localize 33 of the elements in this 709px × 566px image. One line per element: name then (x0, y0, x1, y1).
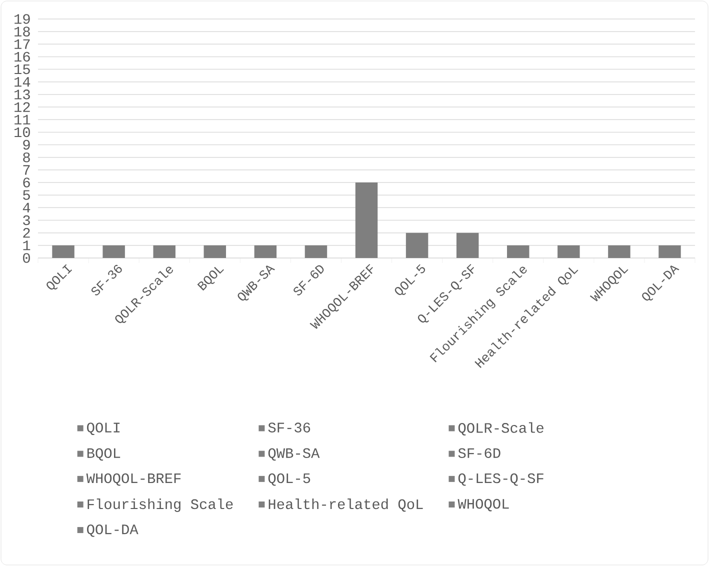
y-tick-label: 7 (23, 165, 30, 175)
y-tick-label: 9 (23, 140, 30, 150)
legend-label: WHOQOL-BREF (86, 473, 181, 486)
y-tick-label: 11 (14, 114, 30, 124)
legend-label: QOL-DA (87, 524, 138, 537)
y-tick-label: 17 (14, 39, 30, 49)
y-tick-label: 19 (14, 14, 30, 24)
y-tick-label: 14 (14, 77, 30, 87)
y-tick-label: 12 (14, 102, 30, 112)
legend-label: QOLI (87, 422, 120, 436)
legend-label: SF-6D (458, 448, 500, 458)
legend-label: BQOL (87, 448, 120, 461)
y-tick-label: 1 (23, 240, 30, 250)
y-tick-label: 8 (23, 152, 30, 162)
y-tick-label: 2 (23, 228, 30, 238)
y-tick-label: 13 (14, 90, 30, 100)
legend-label: Q-LES-Q-SF (458, 473, 544, 486)
legend-label: WHOQOL (458, 498, 509, 512)
legend-label: SF-36 (268, 422, 310, 432)
y-tick-label: 3 (23, 215, 30, 226)
legend-label: Flourishing Scale (88, 498, 233, 512)
legend-label: QOL-5 (268, 473, 310, 486)
y-tick-label: 10 (14, 127, 30, 138)
y-tick-label: 18 (14, 26, 30, 36)
legend-label: QOLR-Scale (458, 422, 544, 436)
legend-label: QWB-SA (268, 448, 320, 461)
y-tick-label: 0 (23, 253, 30, 263)
legend-label: Health-related QoL (268, 498, 423, 512)
y-tick-label: 6 (23, 178, 30, 188)
y-tick-label: 5 (23, 190, 30, 200)
y-tick-label: 15 (14, 64, 30, 74)
y-tick-label: 16 (14, 52, 30, 62)
y-tick-label: 4 (22, 202, 30, 212)
